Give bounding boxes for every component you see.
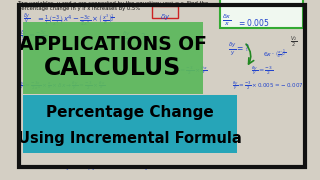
Text: $\frac{\delta y}{y} = ?$: $\frac{\delta y}{y} = ?$: [122, 30, 146, 47]
Text: $\frac{\delta y}{y}$: $\frac{\delta y}{y}$: [23, 12, 31, 28]
Text: Percentage Change: Percentage Change: [46, 105, 214, 120]
Bar: [23, 95, 237, 153]
Text: $= 0.005$: $= 0.005$: [237, 17, 269, 28]
Text: $\frac{\delta x}{x}$: $\frac{\delta x}{x}$: [222, 13, 232, 28]
Text: APPLICATIONS OF: APPLICATIONS OF: [19, 35, 207, 53]
Text: $= \frac{1}{1}\left(\frac{-3}{x^3}\right) x^4 - \frac{-3c}{2x^4} \times \left(\f: $= \frac{1}{1}\left(\frac{-3}{x^3}\right…: [36, 12, 115, 28]
Text: $\frac{\delta y}{y} = \frac{-3}{2} \times \frac{\delta x}{x}$: $\frac{\delta y}{y} = \frac{-3}{2} \time…: [172, 65, 208, 78]
Text: $\frac{\delta y}{y} = ?$: $\frac{\delta y}{y} = ?$: [228, 40, 250, 57]
Text: $\delta y$: $\delta y$: [160, 12, 170, 22]
Text: Two variables, y and x are connected by the equation; y²x³ = c. Find the: Two variables, y and x are connected by …: [18, 1, 208, 6]
Text: $\frac{\delta y}{y} = \frac{-3}{2} \times 0.005 = -0.0075$: $\frac{\delta y}{y} = \frac{-3}{2} \time…: [232, 80, 308, 93]
Text: $\frac{\delta y}{y} = \frac{-3x}{2x^4} \times \frac{x}{x} \times \delta x \right: $\frac{\delta y}{y} = \frac{-3x}{2x^4} \…: [18, 80, 106, 93]
Text: if x increases by 0.5%, y will decrease by 0.75%.: if x increases by 0.5%, y will decrease …: [19, 165, 172, 170]
Bar: [220, 0, 303, 28]
Bar: [152, 6, 178, 18]
Text: $\frac{V_2}{2}$: $\frac{V_2}{2}$: [290, 35, 298, 50]
Text: $\frac{\delta y}{y} = \frac{-3}{2}$: $\frac{\delta y}{y} = \frac{-3}{2}$: [251, 65, 273, 78]
Text: $6x \cdot \left(\frac{x}{c}\right)^{\!\frac{1}{2}}$: $6x \cdot \left(\frac{x}{c}\right)^{\!\f…: [263, 48, 286, 61]
Bar: [23, 22, 203, 94]
Text: $\frac{\delta y}{y} = \frac{-3c}{2x^4}$: $\frac{\delta y}{y} = \frac{-3c}{2x^4}$: [20, 28, 48, 44]
Text: percentage change in y if x increases by 0.5%: percentage change in y if x increases by…: [18, 6, 140, 11]
Text: Using Incremental Formula: Using Incremental Formula: [18, 130, 242, 145]
Text: CALCULUS: CALCULUS: [44, 56, 182, 80]
